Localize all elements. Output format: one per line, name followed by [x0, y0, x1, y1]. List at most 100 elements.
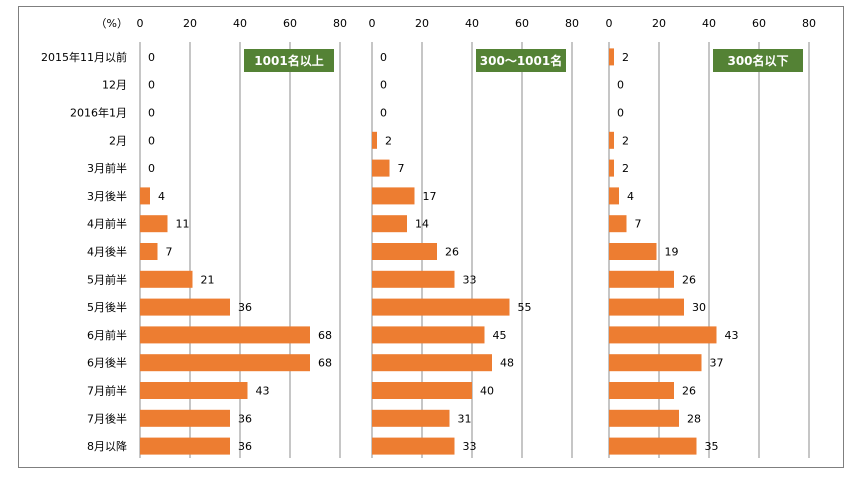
bar: [609, 48, 614, 66]
bar: [609, 354, 702, 372]
x-tick-label: 80: [333, 17, 347, 30]
x-tick-label: 40: [465, 17, 479, 30]
data-label: 17: [423, 190, 437, 203]
bar: [372, 354, 492, 372]
category-label: 7月後半: [87, 411, 127, 425]
data-label: 0: [148, 162, 155, 175]
bar: [372, 159, 390, 177]
x-tick-label: 20: [415, 17, 429, 30]
category-label: 5月前半: [87, 272, 127, 286]
data-label: 7: [398, 162, 405, 175]
data-label: 40: [480, 385, 494, 398]
data-label: 28: [687, 412, 701, 425]
data-label: 14: [415, 218, 429, 231]
category-label: 5月後半: [87, 300, 127, 314]
data-label: 0: [148, 79, 155, 92]
x-tick-label: 60: [283, 17, 297, 30]
data-label: 2: [385, 134, 392, 147]
data-label: 0: [148, 51, 155, 64]
bar: [140, 215, 168, 233]
data-label: 36: [238, 412, 252, 425]
data-label: 26: [445, 246, 459, 259]
x-tick-label: 40: [233, 17, 247, 30]
bar: [609, 409, 679, 427]
category-label: 4月前半: [87, 217, 127, 231]
data-label: 30: [692, 301, 706, 314]
bar: [140, 326, 310, 344]
data-label: 0: [148, 134, 155, 147]
data-label: 7: [635, 218, 642, 231]
x-tick-label: 60: [752, 17, 766, 30]
bar: [609, 243, 657, 260]
data-label: 26: [682, 273, 696, 286]
bar: [140, 437, 230, 455]
data-label: 33: [463, 440, 477, 453]
bar: [609, 215, 627, 233]
bar: [372, 326, 485, 344]
category-label: 2月: [109, 134, 127, 147]
bar: [372, 409, 450, 427]
bar: [140, 382, 248, 399]
x-axis-unit-label: （%）: [96, 17, 128, 30]
x-tick-label: 0: [606, 17, 613, 30]
bar: [609, 159, 614, 177]
bar: [140, 298, 230, 316]
x-tick-label: 0: [137, 17, 144, 30]
bar: [372, 298, 510, 316]
data-label: 7: [166, 246, 173, 259]
bar: [372, 270, 455, 288]
data-label: 26: [682, 385, 696, 398]
data-label: 11: [176, 218, 190, 231]
data-label: 43: [725, 329, 739, 342]
x-tick-label: 80: [802, 17, 816, 30]
category-label: 12月: [102, 79, 127, 92]
category-label: 7月前半: [87, 384, 127, 398]
data-label: 0: [380, 51, 387, 64]
data-label: 0: [380, 107, 387, 120]
data-label: 2: [622, 51, 629, 64]
data-label: 48: [500, 357, 514, 370]
data-label: 33: [463, 273, 477, 286]
data-label: 37: [710, 357, 724, 370]
data-label: 43: [256, 385, 270, 398]
category-label: 2015年11月以前: [41, 50, 127, 64]
data-label: 68: [318, 357, 332, 370]
data-label: 36: [238, 301, 252, 314]
category-label: 2016年1月: [70, 106, 127, 120]
data-label: 2: [622, 134, 629, 147]
bar: [372, 187, 415, 205]
data-label: 0: [617, 79, 624, 92]
x-tick-label: 0: [369, 17, 376, 30]
data-label: 19: [665, 246, 679, 259]
bar: [372, 382, 472, 399]
x-tick-label: 60: [515, 17, 529, 30]
data-label: 21: [201, 273, 215, 286]
x-tick-label: 80: [565, 17, 579, 30]
panel-title: 1001名以上: [254, 53, 323, 68]
data-label: 2: [622, 162, 629, 175]
panel-badge: [476, 49, 566, 72]
panel-title: 300名以下: [727, 53, 788, 68]
bar: [140, 354, 310, 372]
bar: [372, 243, 437, 260]
data-label: 36: [238, 440, 252, 453]
data-label: 0: [148, 107, 155, 120]
bar: [372, 215, 407, 233]
category-label: 6月前半: [87, 328, 127, 342]
x-tick-label: 20: [652, 17, 666, 30]
bar: [609, 437, 697, 455]
bar: [140, 187, 150, 205]
data-label: 55: [518, 301, 532, 314]
data-label: 4: [627, 190, 634, 203]
data-label: 31: [458, 412, 472, 425]
panel-title: 300～1001名: [480, 53, 562, 68]
bar: [140, 409, 230, 427]
data-label: 45: [493, 329, 507, 342]
bar: [609, 298, 684, 316]
category-label: 3月前半: [87, 161, 127, 175]
category-label: 4月後半: [87, 245, 127, 259]
bar: [140, 243, 158, 260]
bar: [609, 382, 674, 399]
panel-badge: [713, 49, 803, 72]
